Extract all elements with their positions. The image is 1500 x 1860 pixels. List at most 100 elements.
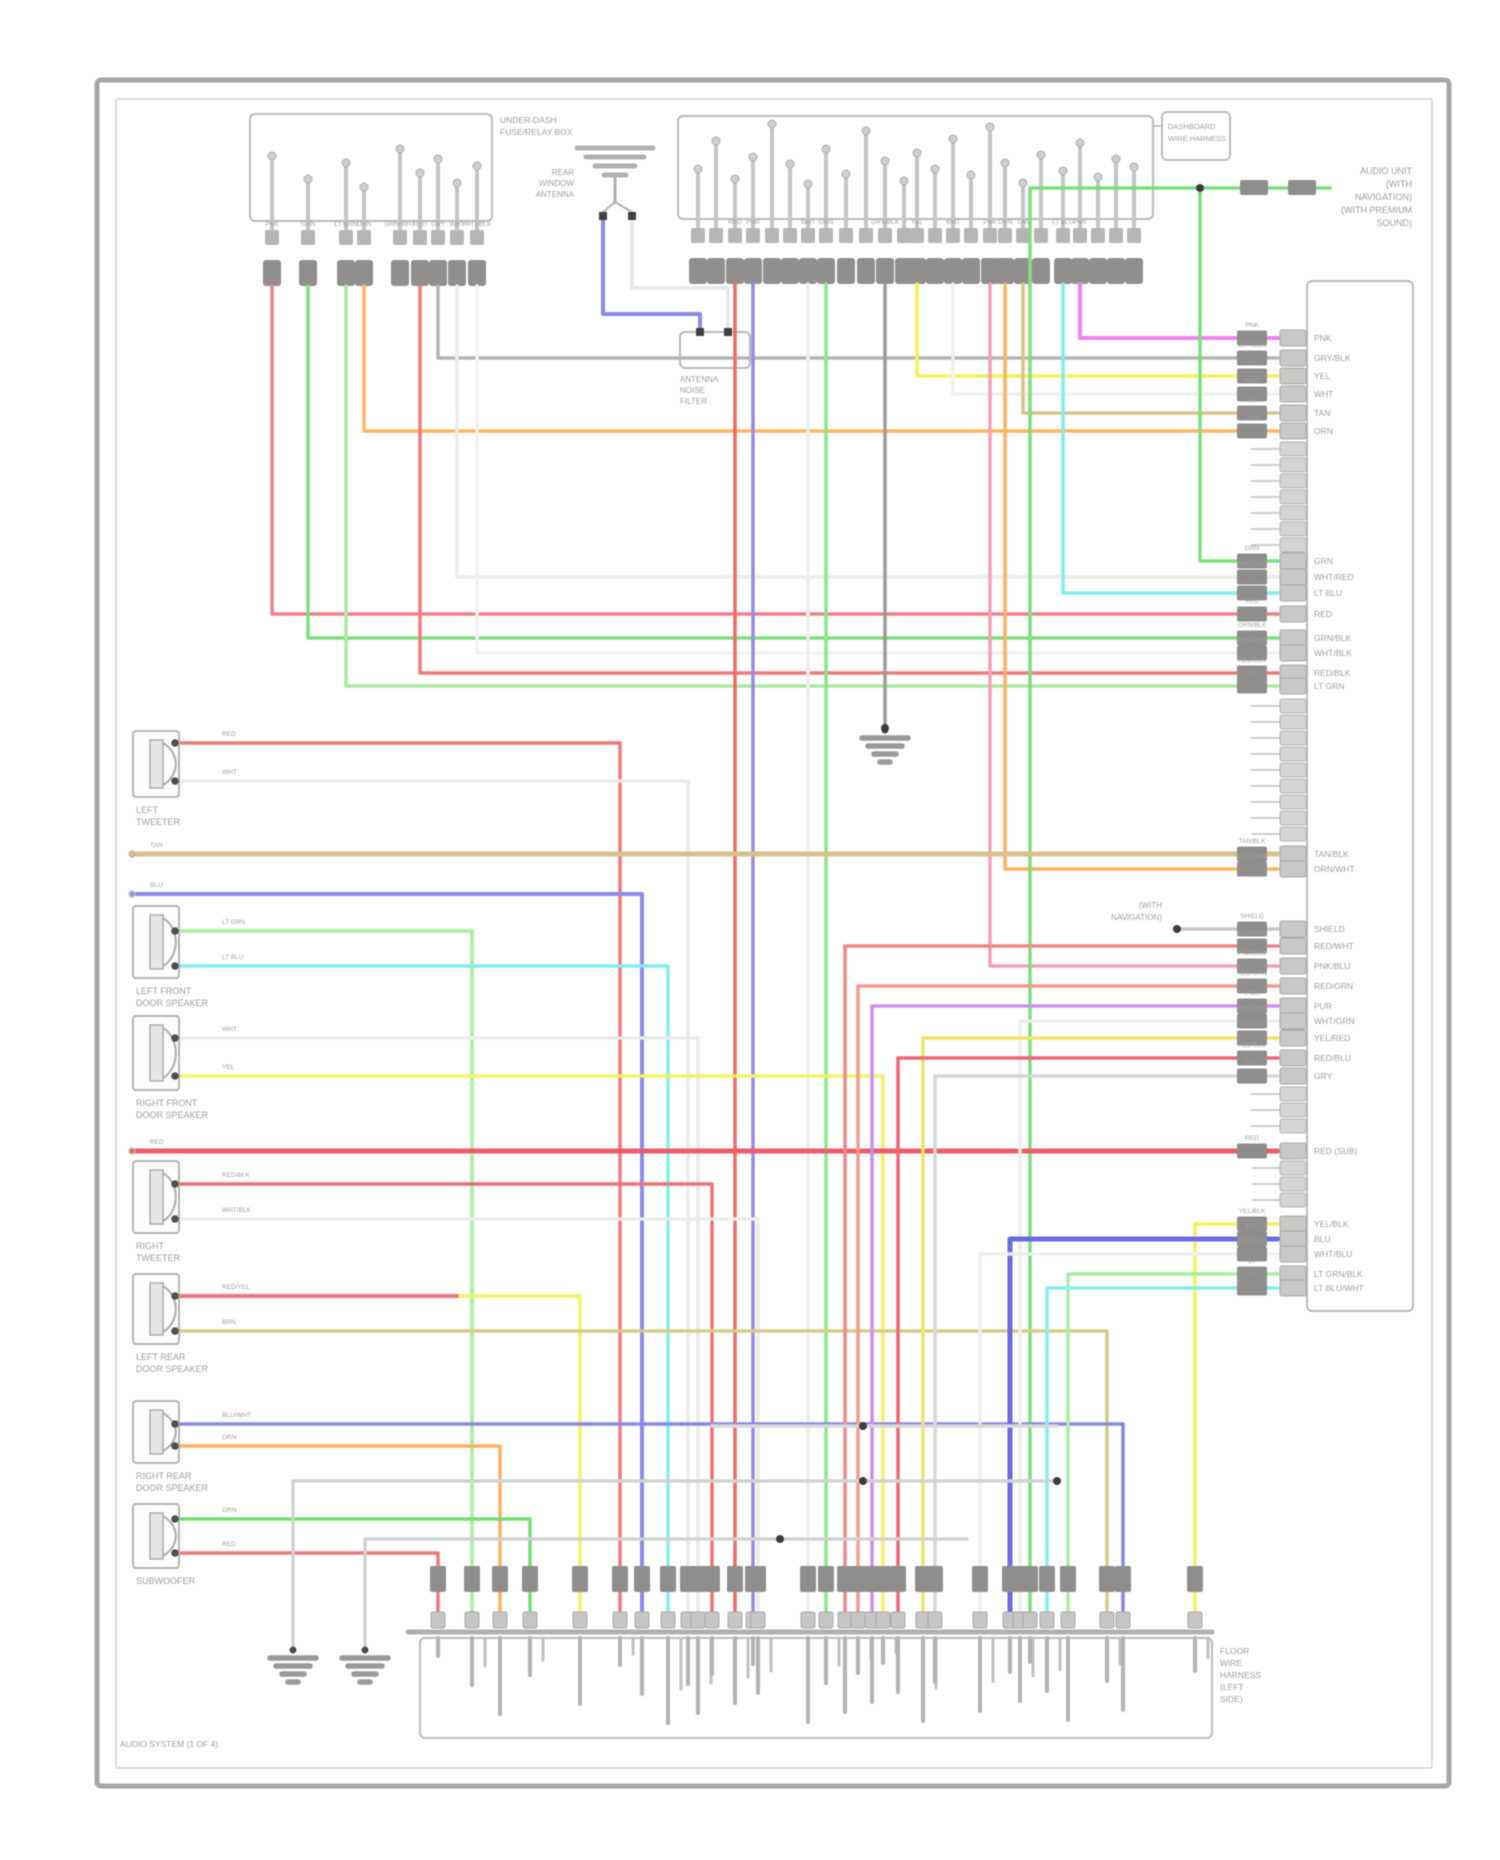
connector-plug-dark (1237, 938, 1267, 954)
connector-plug-dark (1237, 921, 1267, 937)
audio-unit-pin-empty (1279, 794, 1307, 810)
junction-dot (1196, 184, 1204, 192)
speaker-terminal (171, 1072, 179, 1080)
fuse-box-label-2: FUSE/RELAY BOX (500, 127, 573, 137)
wire-code: ORN/WHT (1236, 853, 1267, 860)
harness-pin (430, 1611, 446, 1629)
connector-plug-large (857, 258, 875, 284)
connector-plug-dark (660, 1566, 676, 1592)
pin-cap (948, 134, 958, 144)
audio-unit-label-3: NAVIGATION) (1355, 192, 1412, 202)
wire-code: LT BLU (1052, 219, 1074, 226)
wire-code: GRN/WHT (384, 221, 415, 228)
wire-code: RED (222, 731, 236, 738)
wire-code: RED/WHT (1237, 930, 1267, 937)
wire-code: RED/YEL (222, 1284, 250, 1291)
pin-cap (395, 144, 405, 154)
wire-code: LT GRN (334, 221, 358, 228)
connector-plug-small (431, 230, 445, 245)
audio-unit-pin-empty (1279, 1102, 1307, 1118)
wire (896, 1056, 1280, 1618)
connector-plug-dark (1237, 368, 1267, 384)
wire-code: GRY/BLK (871, 219, 900, 226)
wire-code: PNK/BLU (1238, 950, 1266, 957)
page-border-inner (115, 98, 1433, 1769)
audio-unit-pin-empty (1279, 537, 1307, 553)
speaker-terminal (171, 1327, 179, 1335)
pin-cap (821, 144, 831, 154)
pin-label: GRY (1314, 1071, 1333, 1081)
wire-start-tick (128, 890, 136, 898)
diagram-footer: AUDIO SYSTEM (1 OF 4) (120, 1739, 218, 1749)
harness-pin (1039, 1611, 1055, 1629)
pin-label: YEL/BLK (1314, 1219, 1349, 1229)
connector-plug-large (962, 258, 980, 284)
harness-pin (850, 1611, 866, 1629)
audio-unit-pin-empty (1279, 698, 1307, 714)
connector-plug-dark (727, 1566, 743, 1592)
wire-start-tick (128, 1147, 136, 1155)
wire (933, 1074, 1280, 1618)
speaker-label: TWEETER (136, 1253, 180, 1263)
harness-pin (634, 1611, 650, 1629)
nav-note-label-1: (WITH (1139, 901, 1162, 910)
junction-dot (881, 724, 889, 732)
audio-unit-pin-empty (1279, 505, 1307, 521)
audio-unit-pin-empty (1279, 762, 1307, 778)
wire-code: PNK (1245, 322, 1259, 329)
audio-unit-pin (1279, 385, 1307, 403)
connector-plug-large (1071, 258, 1089, 284)
speaker-magnet (149, 1282, 164, 1336)
wire-code: ORN (222, 1434, 237, 1441)
audio-unit-pin (1279, 1215, 1307, 1233)
connector-plug-small (801, 228, 815, 243)
wire (177, 1074, 885, 1618)
pin-label: PNK/BLU (1314, 961, 1350, 971)
wire (177, 1422, 1125, 1618)
wire-code: SHIELD (1240, 913, 1264, 920)
pin-label: PNK (1314, 333, 1332, 343)
harness-pin (660, 1611, 676, 1629)
antenna-label-2: WINDOW (539, 179, 575, 188)
ground-junction-dot (361, 1646, 369, 1654)
audio-unit-pin (1279, 1279, 1307, 1297)
connector-plug-dark (1022, 1566, 1038, 1592)
connector-plug-dark (1237, 585, 1267, 601)
connector-plug-small (928, 228, 942, 243)
pin-cap (711, 136, 721, 146)
wire (306, 284, 1280, 640)
floor-harness-label-1: FLOOR (1220, 1646, 1249, 1656)
connector-plug-dark (1237, 1216, 1267, 1232)
connector-plug-small (413, 230, 427, 245)
wire (291, 1479, 1059, 1654)
pin-cap (1075, 138, 1085, 148)
wire-code: LT (1248, 1272, 1255, 1279)
wire (436, 284, 1280, 360)
connector-plug-dark (1237, 958, 1267, 974)
connector-plug-dark (837, 1566, 853, 1592)
connector-plug-dark (1237, 1068, 1267, 1084)
connector-plug-small (357, 230, 371, 245)
wire-code: PNK (983, 219, 997, 226)
connector-plug-dark (1240, 180, 1268, 195)
connector-plug-small (709, 228, 723, 243)
speaker-terminal (171, 1034, 179, 1042)
pin-label: WHT/BLU (1314, 1249, 1352, 1259)
audio-unit-pin-empty (1279, 521, 1307, 537)
speaker-label: RIGHT REAR (136, 1471, 192, 1481)
connector-plug-dark (850, 1566, 866, 1592)
connector-plug-dark (1237, 1030, 1267, 1046)
wire (177, 779, 690, 1618)
audio-unit-pin (1279, 1029, 1307, 1047)
wire-start-tick (128, 850, 136, 858)
wire-code: ORN (1245, 415, 1260, 422)
audio-unit-pin (1279, 404, 1307, 422)
connector-plug-large (799, 258, 817, 284)
connector-plug-dark (1099, 1566, 1115, 1592)
pin-cap (303, 174, 313, 184)
wire-code: RED (1245, 1135, 1259, 1142)
pin-label: PUR (1314, 1001, 1332, 1011)
connector-plug-dark (1237, 1246, 1267, 1262)
audio-unit-pin-empty (1279, 778, 1307, 794)
filter-terminal (724, 328, 732, 336)
